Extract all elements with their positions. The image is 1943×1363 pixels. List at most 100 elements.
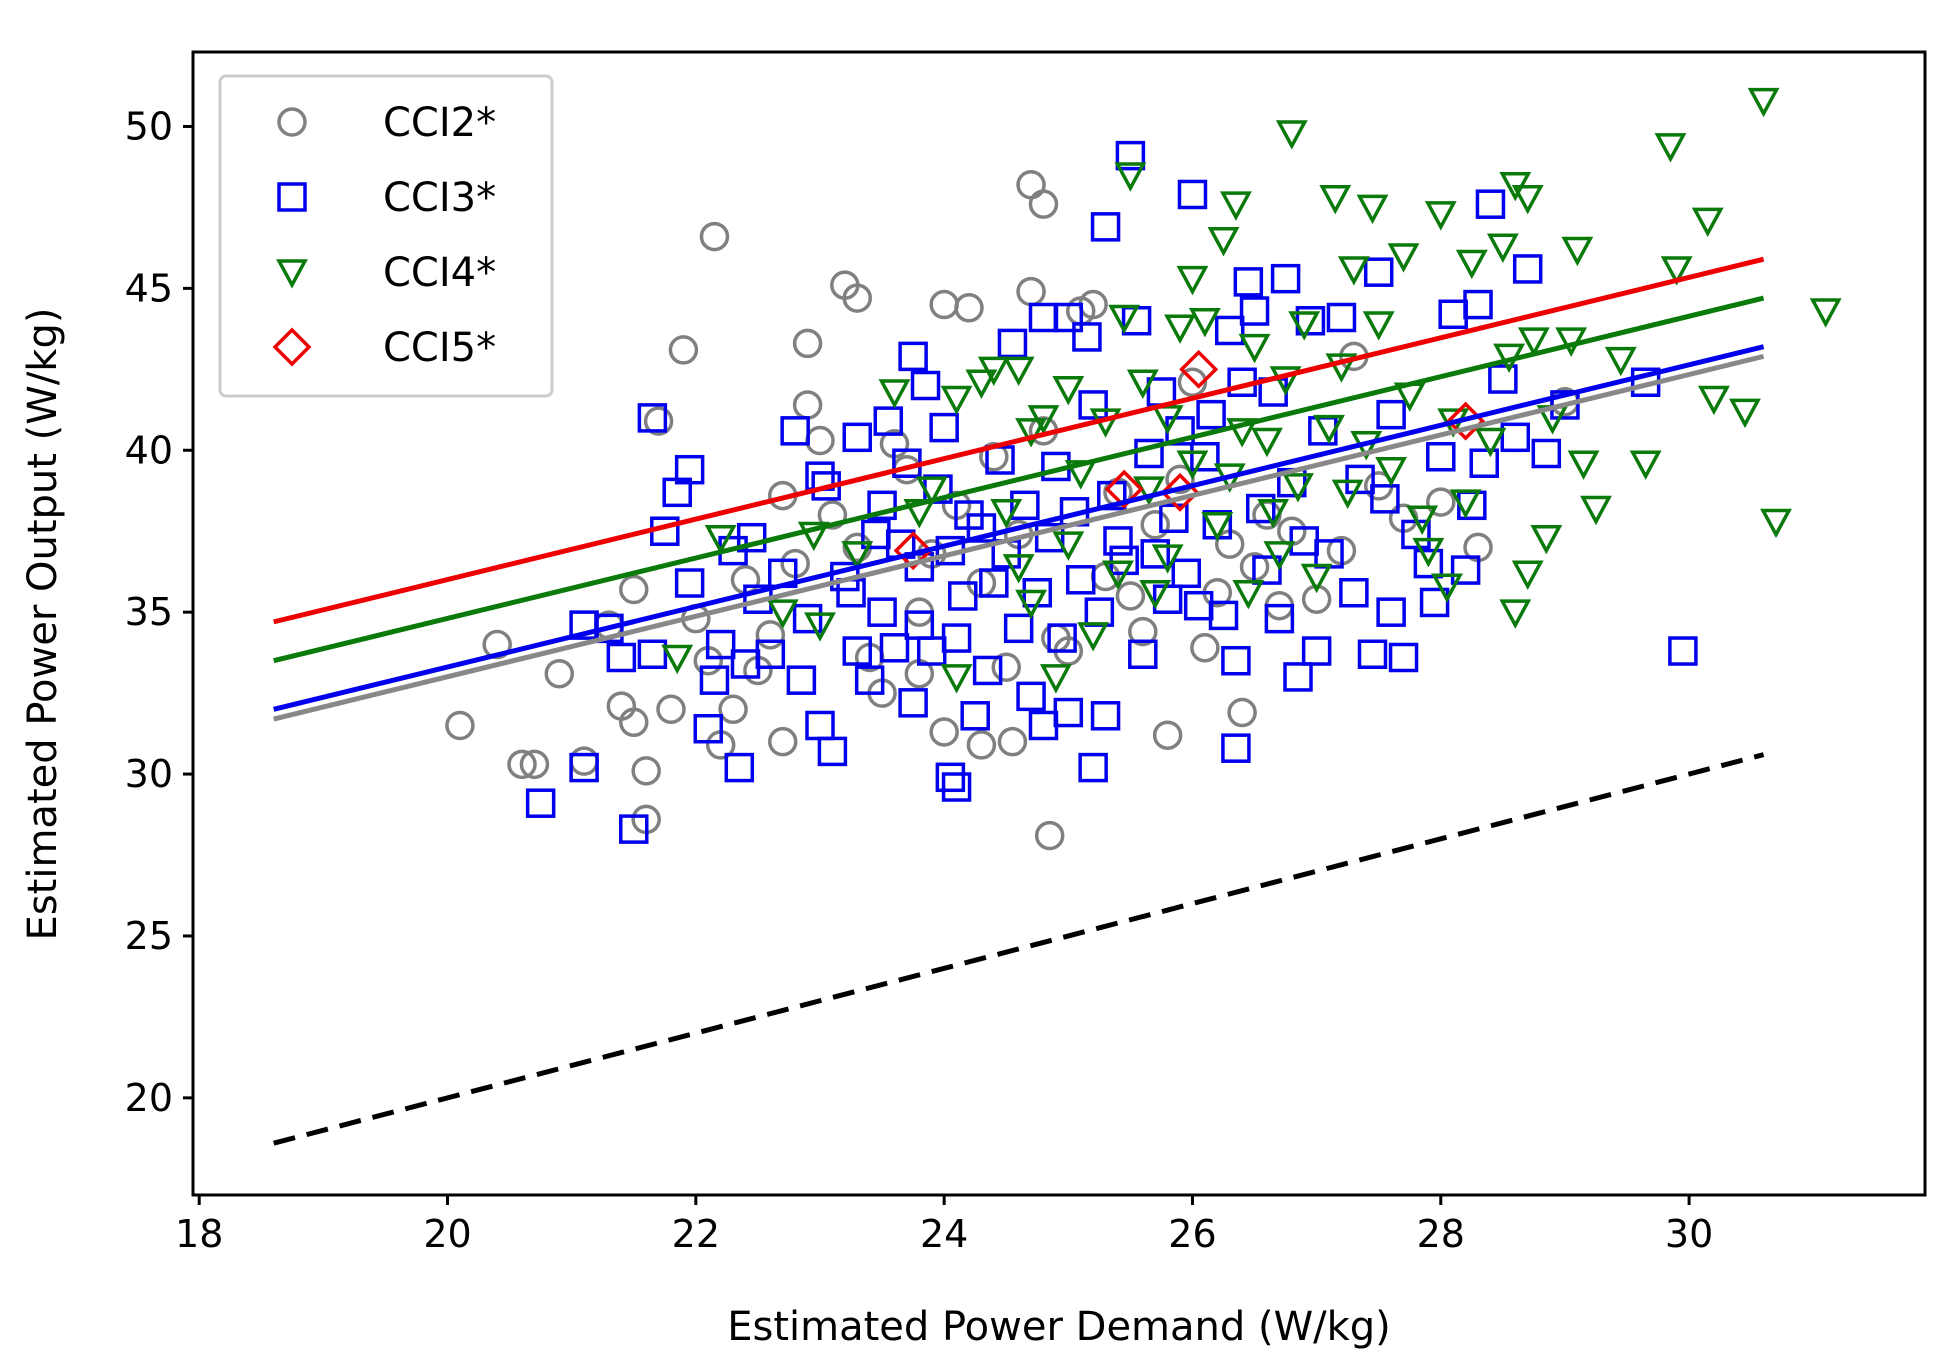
data-point bbox=[619, 707, 649, 738]
data-point bbox=[1469, 448, 1499, 478]
data-point bbox=[1165, 464, 1195, 495]
reference-lines bbox=[273, 752, 1765, 1146]
data-point bbox=[1295, 306, 1326, 336]
y-tick-label: 50 bbox=[125, 104, 173, 148]
data-point bbox=[1201, 511, 1234, 542]
data-point bbox=[1300, 563, 1333, 594]
data-point bbox=[1104, 469, 1144, 509]
data-point bbox=[929, 412, 959, 443]
y-tick-label: 35 bbox=[125, 590, 173, 634]
x-tick-label: 30 bbox=[1665, 1212, 1713, 1256]
data-point bbox=[966, 513, 997, 543]
data-point bbox=[1053, 697, 1084, 728]
data-point bbox=[1002, 356, 1035, 386]
data-point bbox=[1424, 201, 1457, 231]
data-point bbox=[1431, 573, 1463, 603]
legend-marker-cci4 bbox=[276, 259, 308, 289]
y-tick-label: 25 bbox=[125, 914, 173, 958]
data-point bbox=[1246, 493, 1276, 524]
data-point bbox=[792, 603, 823, 634]
data-point bbox=[1028, 189, 1059, 219]
data-point bbox=[804, 612, 836, 642]
data-point bbox=[1176, 450, 1209, 480]
data-point bbox=[544, 658, 575, 689]
data-point bbox=[1301, 636, 1332, 666]
data-point bbox=[1729, 398, 1761, 429]
data-point bbox=[718, 694, 748, 725]
data-point bbox=[842, 422, 872, 453]
data-point bbox=[817, 500, 848, 530]
data-point bbox=[1214, 315, 1245, 346]
data-point bbox=[1530, 524, 1563, 555]
y-axis: 20 25 30 35 40 45 50 bbox=[125, 104, 193, 1120]
data-point bbox=[525, 788, 556, 818]
data-point bbox=[1207, 227, 1240, 257]
y-tick-label: 40 bbox=[125, 428, 173, 472]
legend-marker-cci3 bbox=[277, 182, 307, 212]
data-point bbox=[1090, 212, 1121, 242]
data-point bbox=[1233, 267, 1264, 297]
x-tick-label: 22 bbox=[672, 1212, 720, 1256]
data-point bbox=[1691, 207, 1724, 238]
data-point bbox=[817, 736, 848, 767]
data-point bbox=[1219, 191, 1252, 221]
data-point bbox=[966, 730, 997, 760]
data-point bbox=[1179, 349, 1219, 389]
data-point bbox=[867, 597, 897, 627]
data-point bbox=[1177, 367, 1208, 398]
x-tick-label: 26 bbox=[1168, 1212, 1216, 1256]
data-point bbox=[1047, 623, 1077, 653]
data-point bbox=[1176, 265, 1209, 296]
data-point bbox=[1270, 263, 1301, 294]
data-point bbox=[1034, 522, 1065, 553]
data-point bbox=[704, 524, 737, 555]
data-point bbox=[1114, 162, 1147, 192]
legend-label-cci2: CCI2* bbox=[383, 100, 496, 146]
data-point bbox=[1567, 450, 1600, 480]
data-point bbox=[643, 406, 674, 436]
data-point bbox=[1668, 636, 1698, 666]
data-point bbox=[1463, 289, 1493, 320]
data-point bbox=[1449, 489, 1482, 519]
data-point bbox=[792, 328, 823, 359]
data-point bbox=[1003, 613, 1034, 644]
data-point bbox=[766, 599, 799, 629]
data-point bbox=[674, 568, 705, 598]
data-point bbox=[965, 369, 998, 399]
data-point bbox=[1115, 581, 1146, 611]
x-tick-label: 18 bbox=[175, 1212, 223, 1256]
data-point bbox=[767, 726, 798, 757]
data-point bbox=[637, 403, 668, 433]
fit-line-cci3 bbox=[273, 344, 1765, 712]
data-point bbox=[1078, 752, 1108, 783]
data-point bbox=[1406, 505, 1439, 535]
data-point bbox=[1531, 438, 1562, 469]
data-point bbox=[1362, 311, 1395, 341]
data-point bbox=[1053, 302, 1084, 333]
data-point bbox=[1190, 633, 1220, 663]
data-point bbox=[699, 221, 730, 252]
data-point bbox=[1002, 554, 1035, 584]
data-point bbox=[1152, 720, 1183, 750]
data-point bbox=[780, 416, 810, 446]
data-point bbox=[1475, 189, 1506, 219]
data-point bbox=[1016, 681, 1046, 712]
data-point bbox=[903, 499, 936, 529]
fit-line-cci5 bbox=[273, 256, 1765, 625]
data-point bbox=[755, 639, 786, 670]
data-point bbox=[1090, 701, 1121, 731]
data-point bbox=[948, 581, 978, 611]
data-point bbox=[445, 710, 475, 741]
y-tick-label: 45 bbox=[125, 266, 173, 310]
data-point bbox=[997, 726, 1028, 757]
data-point bbox=[1426, 441, 1456, 472]
data-point bbox=[979, 568, 1009, 598]
data-point bbox=[1128, 639, 1158, 670]
data-point bbox=[854, 665, 885, 695]
data-point bbox=[1363, 257, 1394, 287]
fit-line-cci2 bbox=[273, 353, 1765, 722]
data-point bbox=[842, 283, 872, 313]
data-point bbox=[1015, 418, 1048, 448]
data-point bbox=[619, 574, 649, 605]
data-point bbox=[1188, 308, 1221, 338]
